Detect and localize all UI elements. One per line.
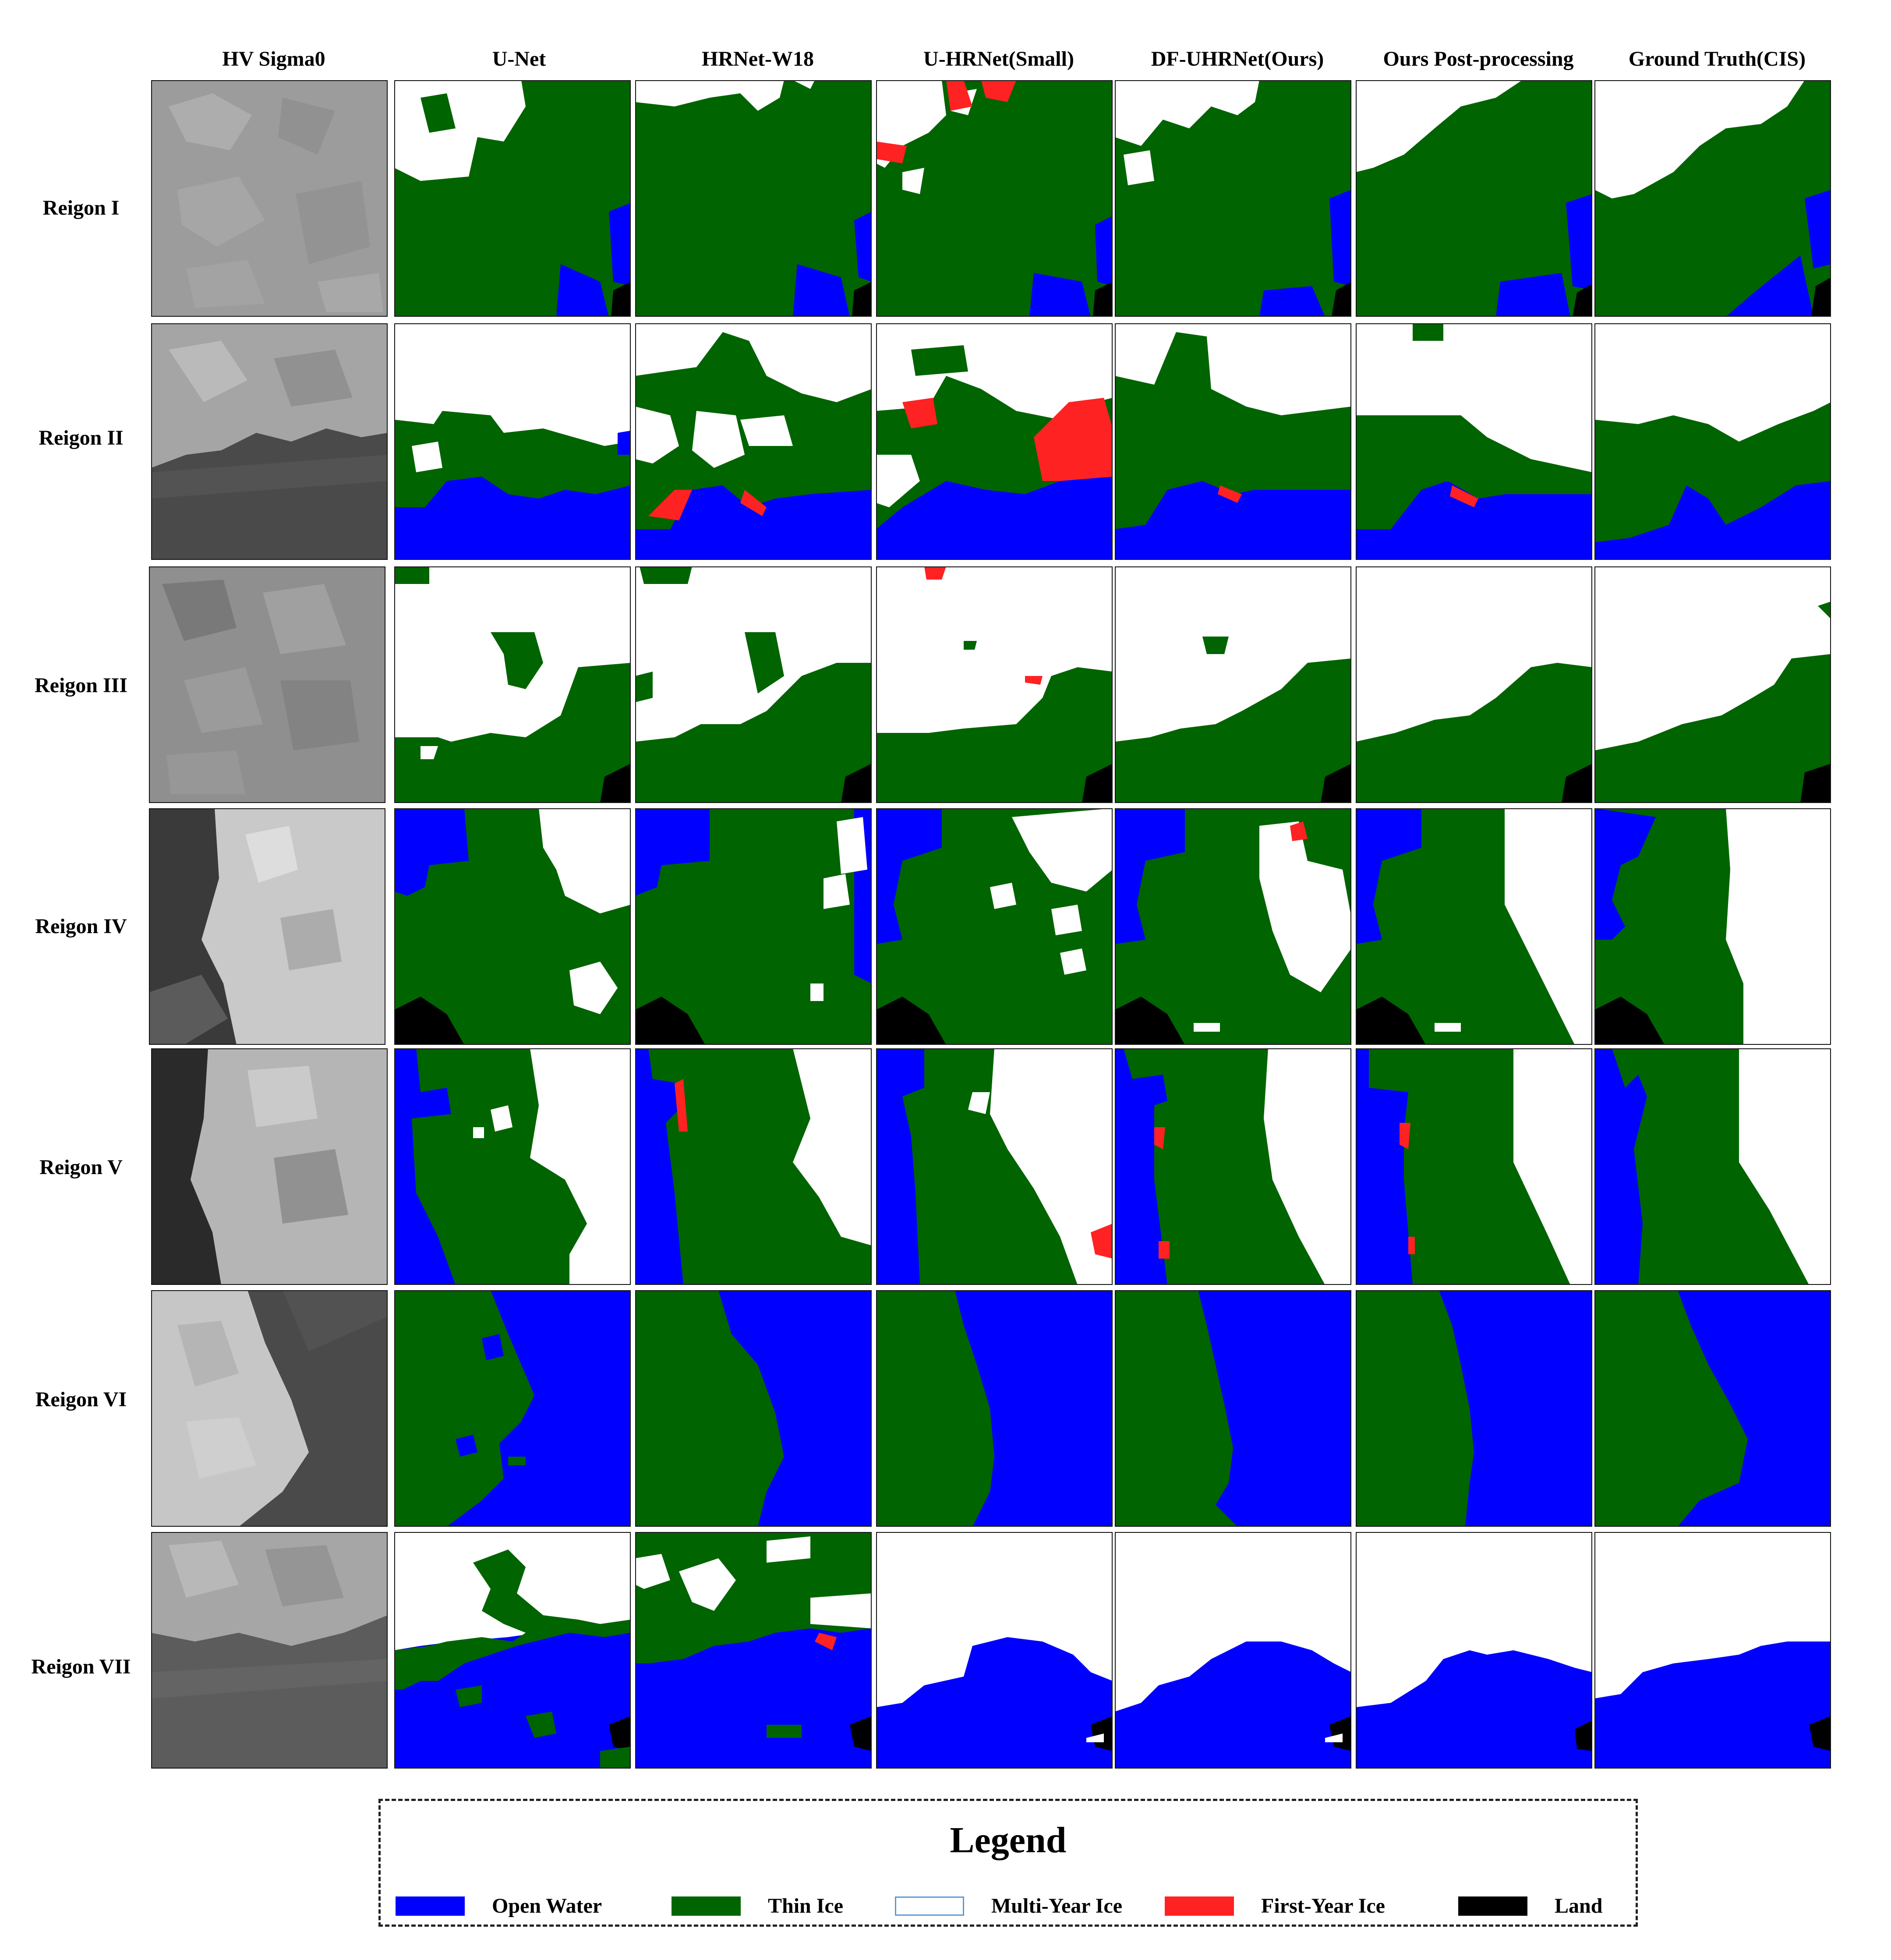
hrnet-map-region-7 <box>635 1532 872 1769</box>
sar-image-region-1 <box>151 80 388 317</box>
unet-map-region-4 <box>394 808 631 1045</box>
dfuhrnet-map-region-4 <box>1115 808 1351 1045</box>
column-header-hrnet-w18: HRNet-W18 <box>702 47 814 71</box>
postproc-map-region-1 <box>1356 80 1592 317</box>
column-header-df-uhrnet: DF-UHRNet(Ours) <box>1151 47 1324 71</box>
ground-truth-map-region-4 <box>1594 808 1831 1045</box>
legend-label-land: Land <box>1555 1894 1603 1918</box>
unet-map-region-2 <box>394 323 631 560</box>
unet-map-region-3 <box>394 566 631 803</box>
sar-image-region-3 <box>149 566 385 803</box>
uhrnet-map-region-2 <box>876 323 1113 560</box>
uhrnet-map-region-7 <box>876 1532 1113 1769</box>
legend-label-thin-ice: Thin Ice <box>768 1894 844 1918</box>
unet-map-region-6 <box>394 1290 631 1527</box>
dfuhrnet-map-region-6 <box>1115 1290 1351 1527</box>
uhrnet-map-region-1 <box>876 80 1113 317</box>
uhrnet-map-region-5 <box>876 1048 1113 1285</box>
column-header-u-hrnet-small: U-HRNet(Small) <box>923 47 1074 71</box>
postproc-map-region-6 <box>1356 1290 1592 1527</box>
ground-truth-map-region-5 <box>1594 1048 1831 1285</box>
legend-swatch-thin-ice <box>672 1896 741 1916</box>
unet-map-region-1 <box>394 80 631 317</box>
ground-truth-map-region-3 <box>1594 566 1831 803</box>
ground-truth-map-region-6 <box>1594 1290 1831 1527</box>
row-label-region-5: Reigon V <box>39 1156 123 1179</box>
sar-image-region-4 <box>149 808 385 1045</box>
column-header-hv-sigma0: HV Sigma0 <box>222 47 325 71</box>
dfuhrnet-map-region-3 <box>1115 566 1351 803</box>
ground-truth-map-region-2 <box>1594 323 1831 560</box>
uhrnet-map-region-3 <box>876 566 1113 803</box>
column-header-unet: U-Net <box>492 47 546 71</box>
hrnet-map-region-1 <box>635 80 872 317</box>
sar-image-region-5 <box>151 1048 388 1285</box>
dfuhrnet-map-region-1 <box>1115 80 1351 317</box>
legend-label-open-water: Open Water <box>492 1894 602 1918</box>
uhrnet-map-region-4 <box>876 808 1113 1045</box>
legend-label-first-year-ice: First-Year Ice <box>1261 1894 1385 1918</box>
column-header-ground-truth: Ground Truth(CIS) <box>1628 47 1806 71</box>
hrnet-map-region-5 <box>635 1048 872 1285</box>
hrnet-map-region-4 <box>635 808 872 1045</box>
row-label-region-3: Reigon III <box>34 674 128 697</box>
ground-truth-map-region-7 <box>1594 1532 1831 1769</box>
legend-swatch-first-year-ice <box>1165 1896 1234 1916</box>
legend-swatch-open-water <box>396 1896 465 1916</box>
dfuhrnet-map-region-5 <box>1115 1048 1351 1285</box>
postproc-map-region-3 <box>1356 566 1592 803</box>
legend-title: Legend <box>950 1820 1067 1861</box>
row-label-region-4: Reigon IV <box>35 915 127 938</box>
unet-map-region-5 <box>394 1048 631 1285</box>
row-label-region-6: Reigon VI <box>35 1388 127 1411</box>
postproc-map-region-2 <box>1356 323 1592 560</box>
dfuhrnet-map-region-7 <box>1115 1532 1351 1769</box>
legend: Legend Open Water Thin Ice Multi-Year Ic… <box>378 1799 1638 1927</box>
hrnet-map-region-6 <box>635 1290 872 1527</box>
ground-truth-map-region-1 <box>1594 80 1831 317</box>
legend-label-multi-year-ice: Multi-Year Ice <box>991 1894 1123 1918</box>
legend-swatch-multi-year-ice <box>895 1896 964 1916</box>
row-label-region-1: Reigon I <box>42 196 120 219</box>
hrnet-map-region-3 <box>635 566 872 803</box>
column-header-post-processing: Ours Post-processing <box>1383 47 1574 71</box>
postproc-map-region-7 <box>1356 1532 1592 1769</box>
unet-map-region-7 <box>394 1532 631 1769</box>
postproc-map-region-5 <box>1356 1048 1592 1285</box>
row-label-region-2: Reigon II <box>39 426 124 449</box>
row-label-region-7: Reigon VII <box>31 1655 131 1678</box>
sar-image-region-2 <box>151 323 388 560</box>
sar-image-region-6 <box>151 1290 388 1527</box>
postproc-map-region-4 <box>1356 808 1592 1045</box>
hrnet-map-region-2 <box>635 323 872 560</box>
dfuhrnet-map-region-2 <box>1115 323 1351 560</box>
sar-image-region-7 <box>151 1532 388 1769</box>
uhrnet-map-region-6 <box>876 1290 1113 1527</box>
legend-swatch-land <box>1458 1896 1527 1916</box>
